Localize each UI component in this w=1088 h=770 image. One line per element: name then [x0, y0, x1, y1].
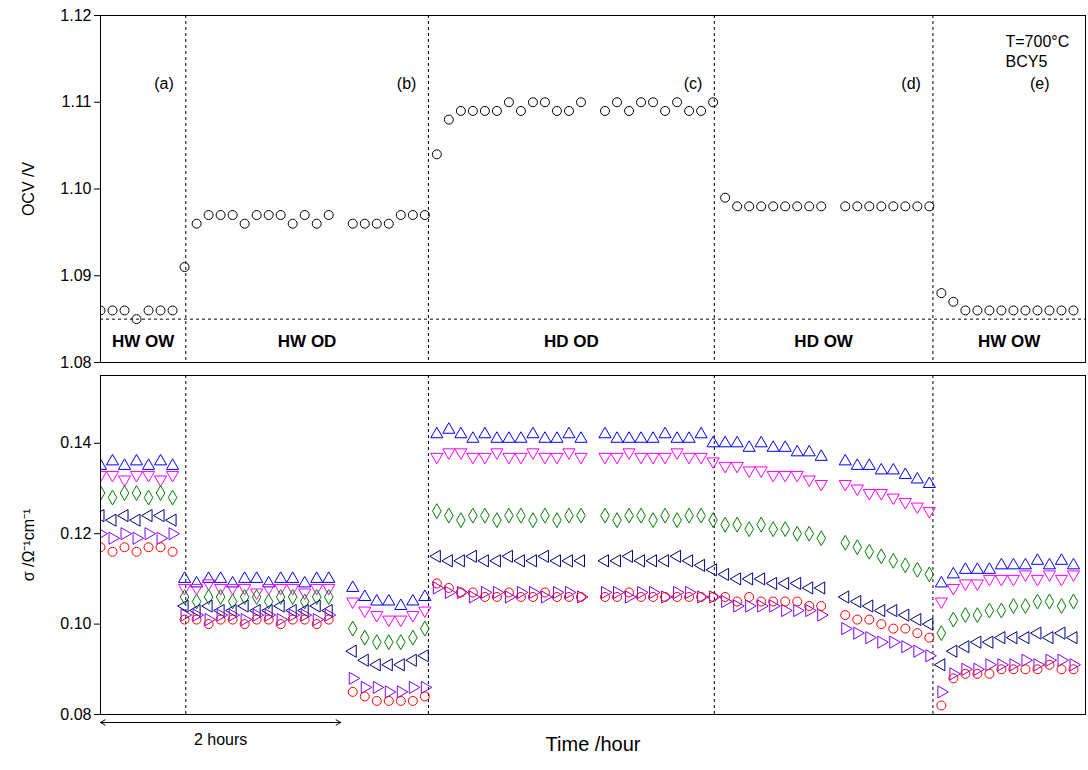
svg-text:σ /Ω⁻¹cm⁻¹: σ /Ω⁻¹cm⁻¹: [20, 509, 37, 582]
svg-text:0.12: 0.12: [60, 525, 91, 542]
svg-text:0.10: 0.10: [60, 615, 91, 632]
svg-text:OCV /V: OCV /V: [20, 162, 37, 217]
svg-text:HD OW: HD OW: [794, 332, 854, 351]
svg-text:HD OD: HD OD: [544, 332, 599, 351]
svg-text:0.08: 0.08: [60, 706, 91, 723]
svg-text:HW OW: HW OW: [112, 332, 175, 351]
svg-text:1.10: 1.10: [60, 180, 91, 197]
svg-text:(a): (a): [154, 75, 174, 92]
svg-text:1.12: 1.12: [60, 7, 91, 24]
svg-text:(b): (b): [397, 75, 417, 92]
svg-text:0.14: 0.14: [60, 434, 91, 451]
svg-text:HW OD: HW OD: [278, 332, 337, 351]
svg-text:1.09: 1.09: [60, 267, 91, 284]
svg-text:1.08: 1.08: [60, 354, 91, 371]
svg-text:(d): (d): [901, 75, 921, 92]
svg-text:(e): (e): [1030, 75, 1050, 92]
svg-text:(c): (c): [684, 75, 703, 92]
svg-text:BCY5: BCY5: [1006, 53, 1048, 70]
svg-text:2 hours: 2 hours: [194, 731, 247, 748]
svg-text:Time /hour: Time /hour: [546, 733, 641, 755]
svg-text:HW OW: HW OW: [978, 332, 1041, 351]
svg-text:T=700°C: T=700°C: [1006, 33, 1070, 50]
svg-text:1.11: 1.11: [62, 93, 92, 110]
